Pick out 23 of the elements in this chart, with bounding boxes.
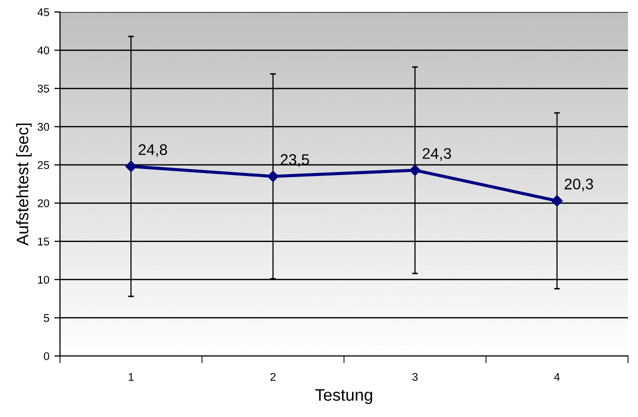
point [409,164,421,176]
y-tick-label: 45 [37,8,50,16]
y-tick-label: 25 [38,161,50,170]
y-tick-label: 35 [38,84,50,93]
y-tick-label: 20 [38,199,50,208]
x-tick-label: 4 [554,373,560,381]
data-label: 24,8 [138,144,168,157]
point [551,195,563,206]
y-tick-label: 30 [38,122,50,131]
x-tick-label: 1 [128,373,134,381]
data-label: 24,3 [422,148,452,161]
x-axis-title: Testung [315,389,372,404]
y-tick-label: 15 [38,238,50,246]
y-tick-label: 10 [38,276,50,284]
x-tick-label: 3 [412,372,418,381]
y-tick-label: 0 [44,352,50,360]
y-tick-label: 40 [37,46,50,54]
point [267,170,279,182]
y-tick-label: 5 [44,314,50,322]
x-tick-label: 2 [270,372,276,381]
point [125,160,137,172]
y-axis-title: Aufstehtest [sec] [16,124,32,246]
data-label: 20,3 [564,178,594,192]
